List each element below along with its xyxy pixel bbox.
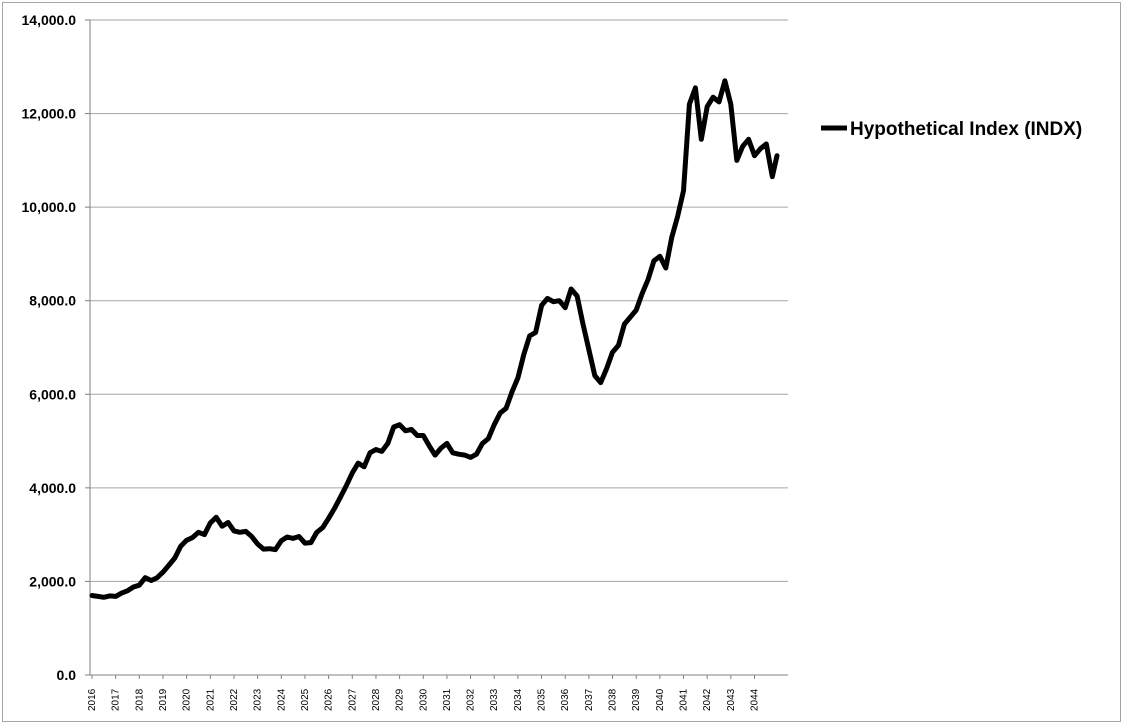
y-tick-label: 0.0 (57, 667, 77, 683)
x-tick-label: 2040 (655, 688, 666, 711)
x-tick-label: 2039 (631, 688, 642, 711)
y-tick-labels: 0.0 2,000.0 4,000.0 6,000.0 8,000.0 10,000.0 1… (22, 12, 77, 683)
x-tick-label: 2023 (253, 688, 264, 711)
y-tick-label: 12,000.0 (22, 106, 77, 122)
x-tick-label: 2019 (158, 688, 169, 711)
x-tick-label: 2034 (513, 688, 524, 711)
x-tick-label: 2016 (87, 688, 98, 711)
x-tick-label: 2044 (750, 688, 761, 711)
x-tick-label: 2021 (205, 688, 216, 711)
x-tick-label: 2027 (347, 688, 358, 711)
x-tick-label: 2033 (489, 688, 500, 711)
x-tick-label: 2038 (608, 688, 619, 711)
legend-label: Hypothetical Index (INDX) (850, 119, 1082, 140)
chart-svg: 0.0 2,000.0 4,000.0 6,000.0 8,000.0 10,000.0 1… (22, 12, 1083, 711)
x-tick-label: 2017 (111, 688, 122, 711)
legend: Hypothetical Index (INDX) (821, 119, 1082, 140)
x-tick-label: 2037 (584, 688, 595, 711)
x-tick-label: 2029 (395, 688, 406, 711)
x-tick-label: 2022 (229, 688, 240, 711)
y-tick-label: 8,000.0 (29, 293, 76, 309)
x-tick-label: 2018 (134, 688, 145, 711)
y-tick-label: 4,000.0 (29, 480, 76, 496)
x-tick-label: 2041 (679, 688, 690, 711)
x-tick-label: 2036 (560, 688, 571, 711)
x-tick-label: 2020 (182, 688, 193, 711)
x-tick-label: 2031 (442, 688, 453, 711)
gridlines (85, 19, 788, 676)
y-tick-label: 10,000.0 (22, 199, 77, 215)
x-tick-label: 2030 (418, 688, 429, 711)
x-tick-label: 2035 (537, 688, 548, 711)
series-layer (89, 78, 780, 600)
series-line (89, 78, 780, 600)
x-tick-labels: 2016 2017 2018 2019 2020 2021 2022 2023 2024 2025… (87, 675, 761, 711)
y-tick-label: 6,000.0 (29, 386, 76, 402)
x-tick-label: 2026 (324, 688, 335, 711)
x-tick-label: 2028 (371, 688, 382, 711)
y-tick-label: 14,000.0 (22, 12, 77, 28)
x-tick-label: 2032 (466, 688, 477, 711)
x-tick-label: 2042 (702, 688, 713, 711)
x-tick-label: 2025 (300, 688, 311, 711)
y-tick-label: 2,000.0 (29, 573, 76, 589)
x-tick-label: 2024 (276, 688, 287, 711)
x-tick-label: 2043 (726, 688, 737, 711)
